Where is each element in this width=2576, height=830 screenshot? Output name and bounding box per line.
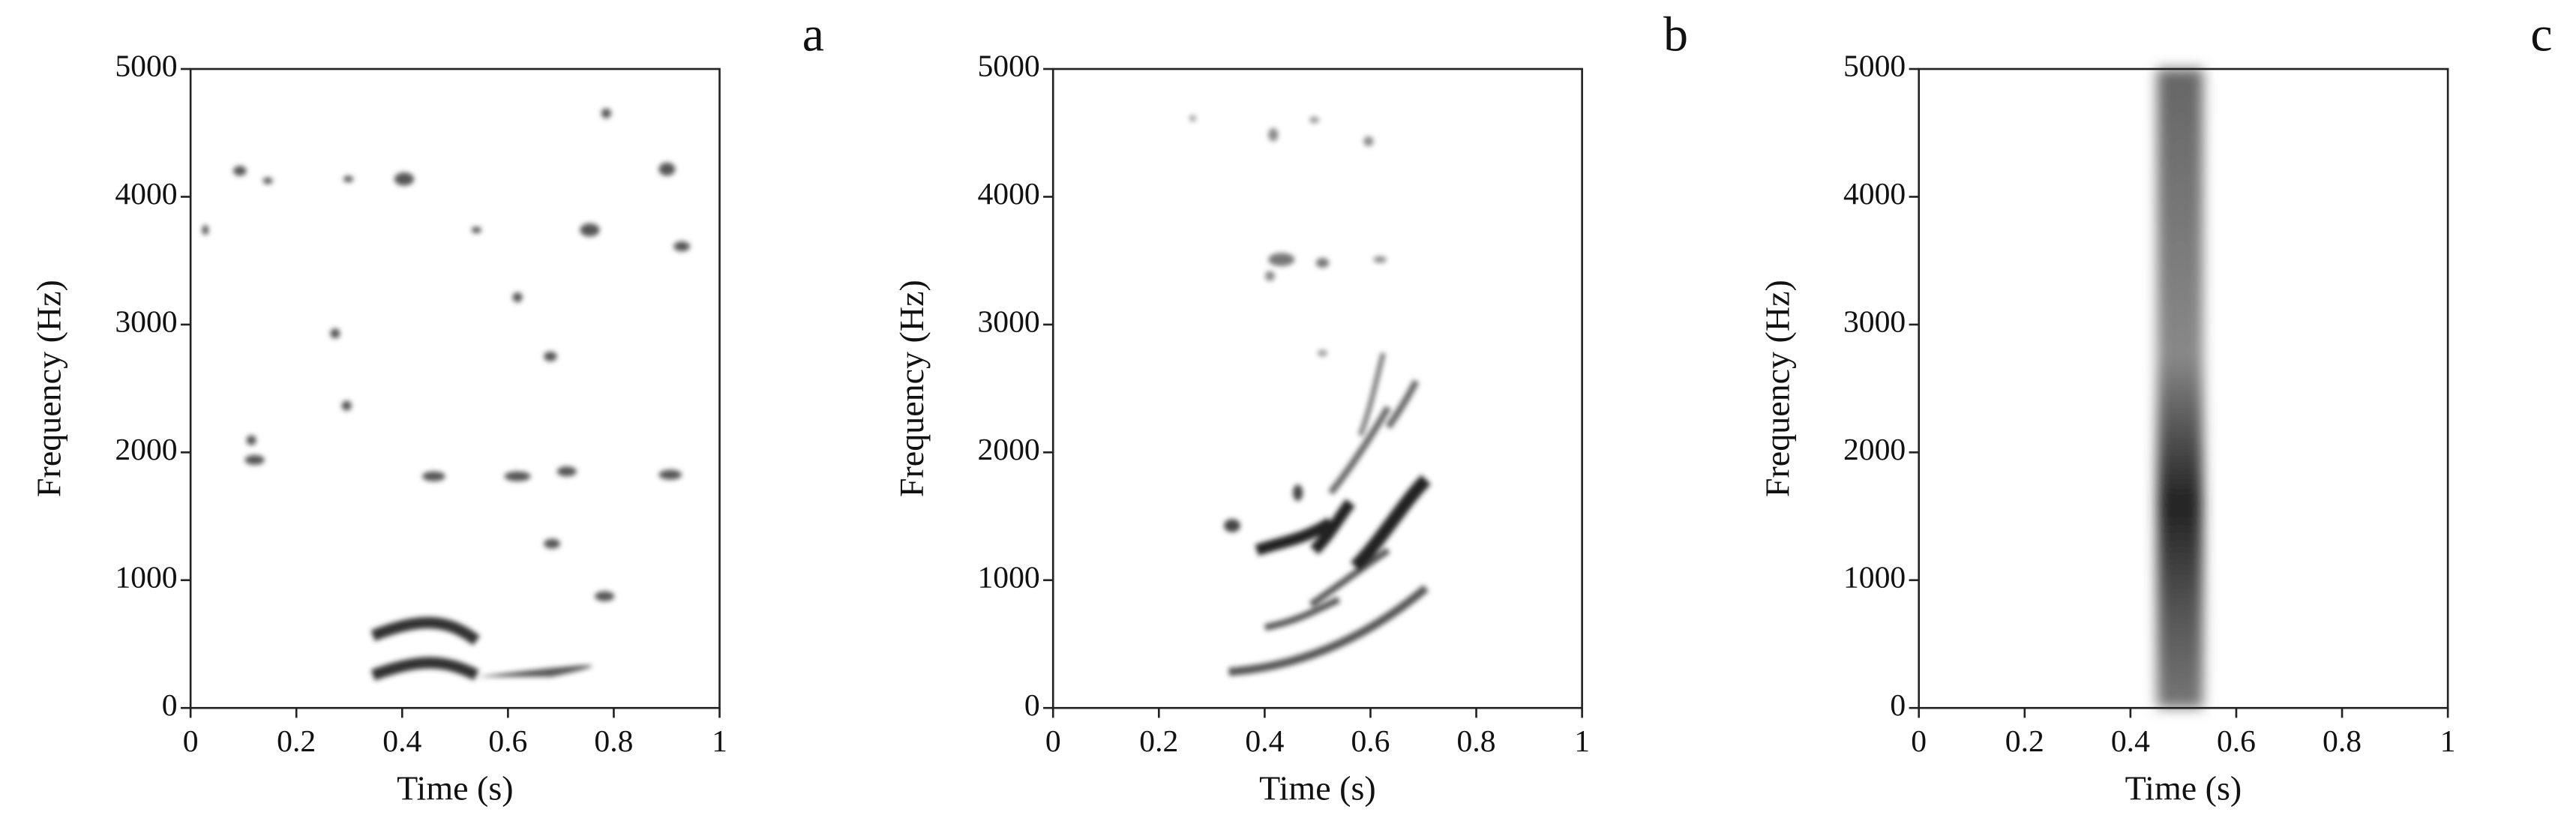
y-axis-label: Frequency (Hz) [30, 280, 68, 497]
plot-frame [189, 67, 721, 709]
x-tick-label: 0.4 [382, 724, 421, 759]
x-tick-label: 0.2 [2005, 724, 2044, 759]
spectrogram-b [1189, 115, 1431, 676]
spectrogram-c [2157, 69, 2203, 709]
panel-label: c [2530, 7, 2552, 62]
y-axis-label: Frequency (Hz) [892, 280, 931, 497]
panel-label: b [1663, 7, 1688, 62]
x-tick-label: 0.8 [1457, 724, 1496, 759]
spectrogram-a [202, 108, 691, 681]
y-tick-label: 1000 [977, 560, 1039, 595]
y-tick-label: 0 [162, 688, 178, 723]
y-tick-label: 4000 [977, 177, 1039, 211]
x-tick-label: 0.4 [2111, 724, 2150, 759]
plot-frame [1918, 67, 2449, 709]
y-tick-label: 4000 [1843, 177, 1906, 211]
x-tick-label: 0.6 [488, 724, 527, 759]
panel-label: a [802, 7, 824, 62]
y-tick-label: 5000 [1843, 49, 1906, 84]
x-tick-label: 0 [1045, 724, 1061, 759]
x-tick-label: 1 [712, 724, 727, 759]
x-tick-label: 0.4 [1245, 724, 1284, 759]
x-axis-label: Time (s) [397, 769, 513, 808]
x-tick-label: 0.2 [1139, 724, 1178, 759]
x-axis-label: Time (s) [2125, 769, 2242, 808]
y-tick-label: 3000 [1843, 304, 1906, 339]
x-tick-label: 0.6 [2217, 724, 2256, 759]
plot-frame [1051, 67, 1583, 709]
y-tick-label: 5000 [115, 49, 177, 84]
y-tick-label: 1000 [1843, 560, 1906, 595]
y-tick-label: 1000 [115, 560, 177, 595]
y-tick-label: 2000 [115, 433, 177, 467]
x-tick-label: 0.8 [2323, 724, 2362, 759]
y-axis-label: Frequency (Hz) [1758, 280, 1796, 497]
x-tick-label: 0.2 [277, 724, 316, 759]
x-tick-label: 0 [183, 724, 199, 759]
x-tick-label: 1 [2440, 724, 2456, 759]
y-tick-label: 2000 [977, 433, 1039, 467]
y-tick-label: 0 [1890, 688, 1906, 723]
y-tick-label: 5000 [977, 49, 1039, 84]
y-tick-label: 3000 [977, 304, 1039, 339]
y-tick-label: 4000 [115, 177, 177, 211]
x-tick-label: 1 [1574, 724, 1590, 759]
y-tick-label: 2000 [1843, 433, 1906, 467]
y-tick-label: 3000 [115, 304, 177, 339]
x-tick-label: 0.8 [594, 724, 633, 759]
y-tick-label: 0 [1024, 688, 1040, 723]
x-axis-label: Time (s) [1259, 769, 1375, 808]
x-tick-label: 0 [1911, 724, 1927, 759]
x-tick-label: 0.6 [1351, 724, 1390, 759]
